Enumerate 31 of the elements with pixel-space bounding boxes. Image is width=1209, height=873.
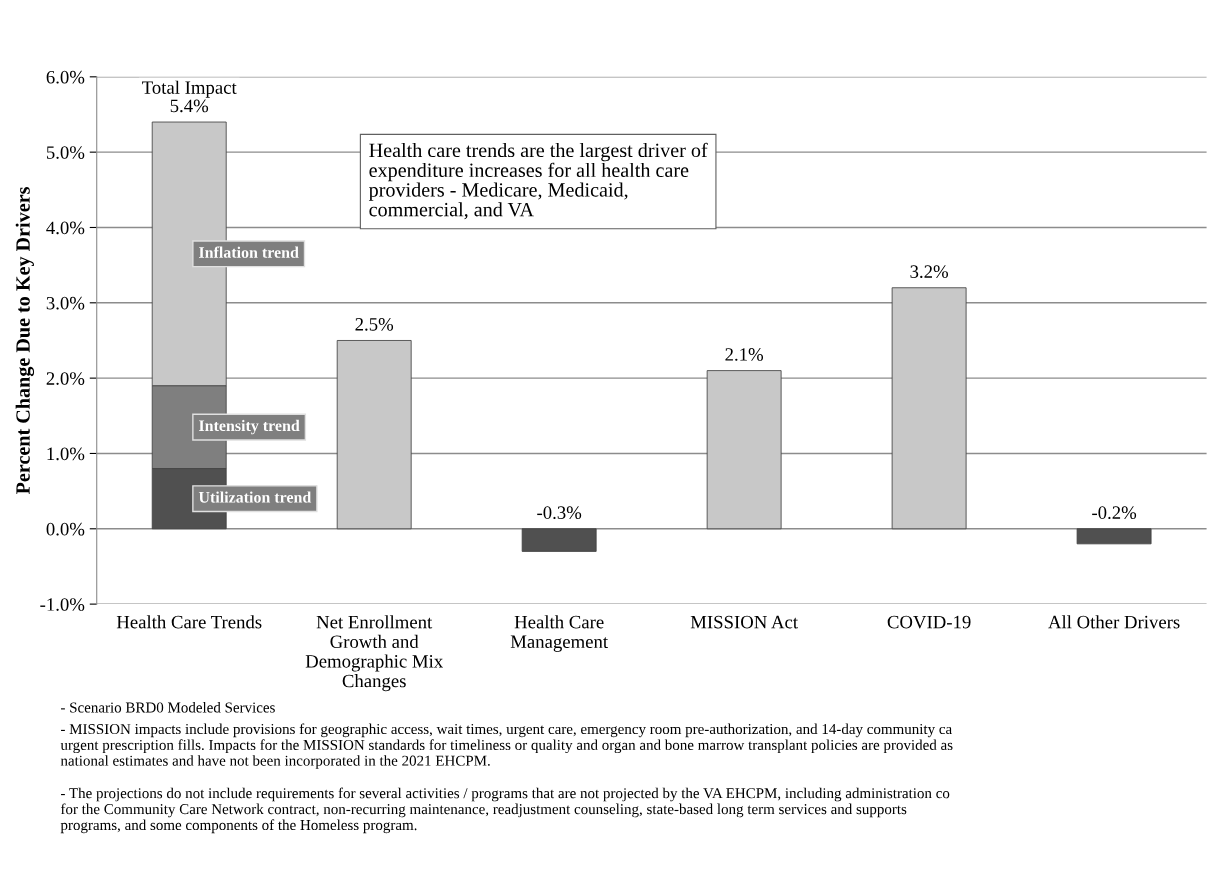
series-label: Utilization trend — [198, 491, 312, 503]
x-tick-label: All Other Drivers — [1048, 615, 1180, 629]
y-tick-label: 1.0% — [47, 447, 85, 461]
series-label: Inflation trend — [199, 246, 299, 258]
bar — [336, 340, 412, 530]
text: - Scenario BRD0 Modeled Services — [61, 702, 275, 713]
series-label: Intensity trend — [199, 419, 300, 435]
y-tick-label: 4.0% — [46, 221, 85, 235]
y-tick-label: 0.0% — [46, 522, 85, 536]
data-label: -0.3% — [537, 506, 582, 520]
bar — [706, 370, 782, 530]
annotation: Health care trends are the largest driver of expenditure increases for all health care providers - Medicare, Medicaid, commercial, and VA — [368, 142, 708, 220]
data-label: 2.1% — [725, 348, 764, 361]
y-tick-label: 3.0% — [46, 296, 85, 310]
y-tick-label: -1.0% — [40, 598, 85, 611]
x-tick-label: Health Care Management — [510, 615, 608, 652]
data-label: 2.5% — [355, 317, 394, 331]
text: - The projections do not include requirements for several activities / programs that are not projected by the VA EHCPM, including administration co for the Community Care Network contract, non-recurring maintenance, readjustment counseling, state-based long term services and supports programs, and some components of the Homeless program. — [60, 787, 950, 834]
x-tick-label: Health Care Trends — [116, 615, 262, 629]
x-tick-label: Net Enrollment Growth and Demographic Mix Changes — [305, 615, 443, 692]
data-label: 3.2% — [910, 265, 949, 278]
x-tick-label: MISSION Act — [690, 615, 798, 629]
text: - MISSION impacts include provisions for geographic access, wait times, urgent care, emergency room pre-authorization, and 14-day community ca urgent prescription fills. Impacts for the MISSION standards for timeliness or quality and organ and bone marrow transplant policies are provided as national estimates and have not been incorporated in the 2021 EHCPM. — [60, 723, 953, 769]
bar — [891, 287, 967, 530]
y-tick-label: 5.0% — [46, 146, 85, 159]
x-tick-label: COVID-19 — [887, 615, 971, 629]
data-label: -0.2% — [1092, 506, 1137, 520]
total-label: Total Impact 5.4% — [142, 80, 237, 113]
y-axis-title: Percent Change Due to Key Drivers — [15, 187, 35, 495]
y-tick-label: 6.0% — [46, 70, 85, 84]
y-tick-label: 2.0% — [46, 372, 85, 385]
